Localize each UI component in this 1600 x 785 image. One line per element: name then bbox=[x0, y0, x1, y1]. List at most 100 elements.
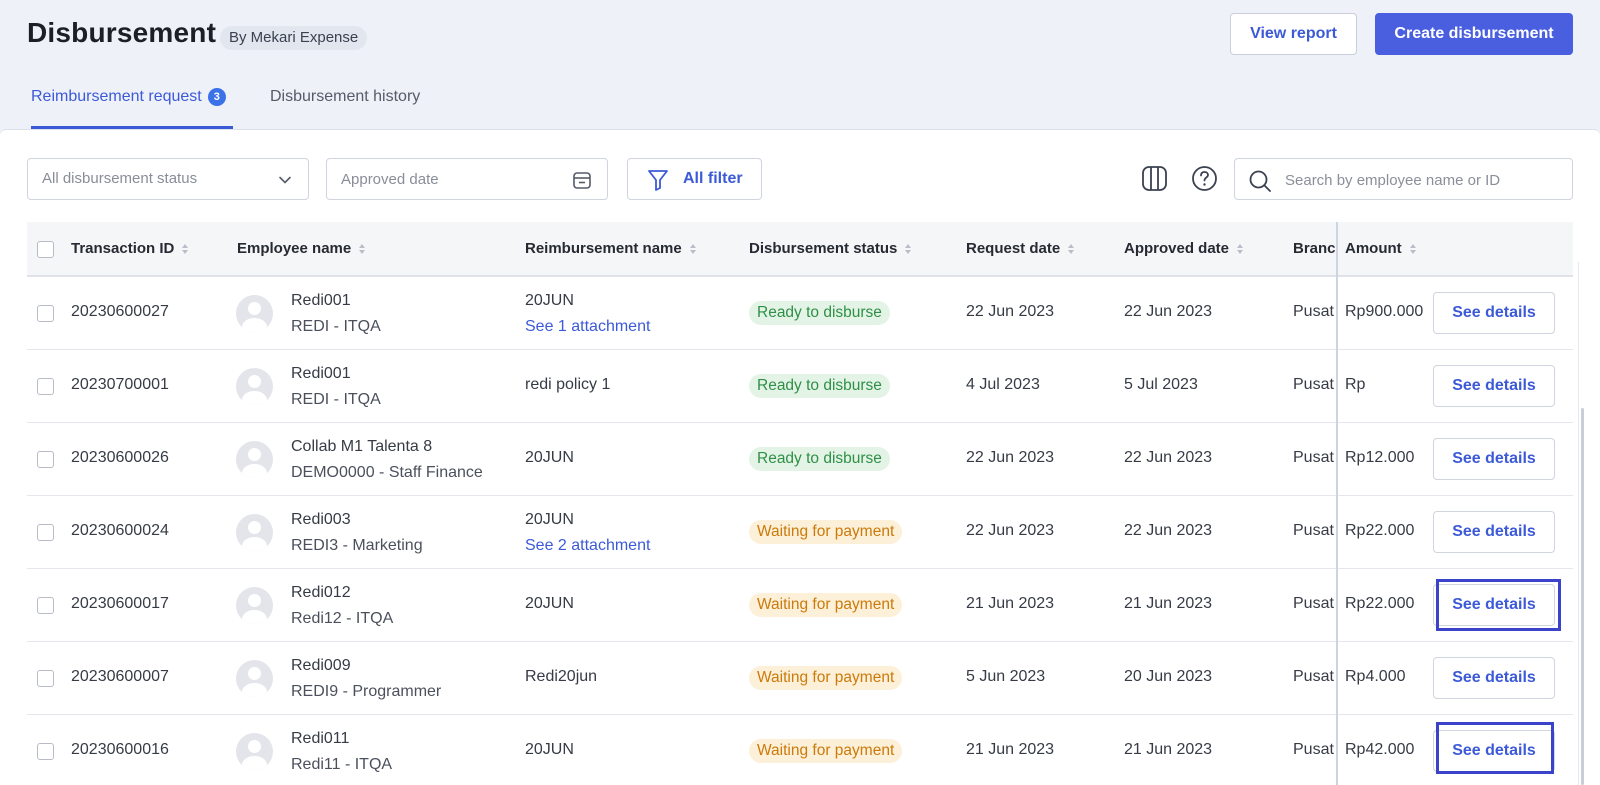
request-date: 5 Jun 2023 bbox=[966, 668, 1046, 685]
table-row[interactable]: 20230600024 Redi003 REDI3 - Marketing 20… bbox=[27, 496, 1573, 569]
calendar-icon bbox=[573, 172, 591, 189]
column-header-label: Approved date bbox=[1124, 240, 1230, 257]
branch: Pusat bbox=[1293, 449, 1334, 466]
transaction-id: 20230600027 bbox=[71, 303, 169, 320]
see-details-button[interactable]: See details bbox=[1433, 365, 1555, 407]
table-row[interactable]: 20230600007 Redi009 REDI9 - Programmer R… bbox=[27, 642, 1573, 715]
employee-department: Redi12 - ITQA bbox=[291, 610, 394, 627]
search-input[interactable] bbox=[1285, 169, 1565, 191]
by-mekari-chip: By Mekari Expense bbox=[220, 26, 368, 50]
avatar-icon bbox=[236, 587, 273, 624]
column-header-request-date[interactable]: Request date bbox=[966, 240, 1075, 257]
status-badge: Waiting for payment bbox=[749, 666, 903, 690]
branch: Pusat bbox=[1293, 303, 1334, 320]
table-row[interactable]: 20230600016 Redi011 Redi11 - ITQA 20JUN … bbox=[27, 715, 1573, 785]
avatar-icon bbox=[236, 441, 273, 478]
column-header-label: Disbursement status bbox=[749, 240, 898, 257]
tab-count-badge: 3 bbox=[207, 88, 226, 106]
column-header-employee-name[interactable]: Employee name bbox=[237, 240, 366, 257]
row-checkbox[interactable] bbox=[37, 670, 54, 687]
amount: Rp900.000 bbox=[1345, 303, 1424, 320]
branch: Pusat bbox=[1293, 668, 1334, 685]
all-filter-label: All filter bbox=[683, 170, 743, 187]
column-header-amount[interactable]: Amount bbox=[1345, 240, 1416, 257]
row-checkbox[interactable] bbox=[37, 378, 54, 395]
view-report-button[interactable]: View report bbox=[1230, 13, 1357, 55]
column-header-label: Transaction ID bbox=[71, 240, 175, 257]
amount: Rp4.000 bbox=[1345, 668, 1406, 685]
sort-icon bbox=[1237, 244, 1244, 255]
status-badge: Ready to disburse bbox=[749, 447, 890, 471]
see-details-button[interactable]: See details bbox=[1433, 584, 1555, 626]
sort-icon bbox=[1068, 244, 1075, 255]
column-header-transaction-id[interactable]: Transaction ID bbox=[71, 240, 189, 257]
table-row[interactable]: 20230600017 Redi012 Redi12 - ITQA 20JUN … bbox=[27, 569, 1573, 642]
column-header-label: Request date bbox=[966, 240, 1061, 257]
status-select-placeholder: All disbursement status bbox=[42, 170, 198, 187]
approved-date: 21 Jun 2023 bbox=[1124, 595, 1213, 612]
approved-date: 22 Jun 2023 bbox=[1124, 449, 1213, 466]
column-header-label: Amount bbox=[1345, 240, 1402, 257]
request-date: 22 Jun 2023 bbox=[966, 522, 1055, 539]
row-checkbox[interactable] bbox=[37, 743, 54, 760]
columns-icon[interactable] bbox=[1141, 165, 1168, 192]
help-icon[interactable] bbox=[1191, 165, 1218, 192]
attachment-link[interactable]: See 2 attachment bbox=[525, 537, 651, 554]
approved-date-picker[interactable]: Approved date bbox=[326, 158, 608, 200]
amount: Rp bbox=[1345, 376, 1366, 393]
employee-name: Redi001 bbox=[291, 365, 351, 382]
sort-icon bbox=[182, 244, 189, 255]
avatar-icon bbox=[236, 733, 273, 770]
table-row[interactable]: 20230600026 Collab M1 Talenta 8 DEMO0000… bbox=[27, 423, 1573, 496]
transaction-id: 20230700001 bbox=[71, 376, 169, 393]
vertical-scrollbar[interactable] bbox=[1581, 408, 1584, 785]
see-details-button[interactable]: See details bbox=[1433, 511, 1555, 553]
branch: Pusat bbox=[1293, 522, 1334, 539]
status-badge: Ready to disburse bbox=[749, 301, 890, 325]
row-checkbox[interactable] bbox=[37, 305, 54, 322]
sort-icon bbox=[905, 244, 912, 255]
employee-name: Redi012 bbox=[291, 584, 351, 601]
search-box[interactable] bbox=[1234, 158, 1573, 200]
row-checkbox[interactable] bbox=[37, 451, 54, 468]
disbursement-status-select[interactable]: All disbursement status bbox=[27, 158, 309, 200]
transaction-id: 20230600016 bbox=[71, 741, 169, 758]
amount: Rp42.000 bbox=[1345, 741, 1415, 758]
column-header-disbursement-status[interactable]: Disbursement status bbox=[749, 240, 912, 257]
row-checkbox[interactable] bbox=[37, 597, 54, 614]
avatar-icon bbox=[236, 368, 273, 405]
tab-reimbursement-request[interactable]: Reimbursement request 3 bbox=[31, 88, 226, 106]
transaction-id: 20230600026 bbox=[71, 449, 169, 466]
request-date: 21 Jun 2023 bbox=[966, 595, 1055, 612]
see-details-button[interactable]: See details bbox=[1433, 657, 1555, 699]
avatar-icon bbox=[236, 295, 273, 332]
approved-date: 21 Jun 2023 bbox=[1124, 741, 1213, 758]
table-row[interactable]: 20230700001 Redi001 REDI - ITQA redi pol… bbox=[27, 350, 1573, 423]
create-disbursement-button[interactable]: Create disbursement bbox=[1375, 13, 1573, 55]
column-header-reimbursement-name[interactable]: Reimbursement name bbox=[525, 240, 696, 257]
employee-name: Redi011 bbox=[291, 730, 350, 747]
transaction-id: 20230600017 bbox=[71, 595, 169, 612]
chevron-down-icon bbox=[279, 176, 291, 184]
employee-name: Collab M1 Talenta 8 bbox=[291, 438, 433, 455]
see-details-button[interactable]: See details bbox=[1433, 438, 1555, 480]
employee-department: DEMO0000 - Staff Finance bbox=[291, 464, 483, 481]
row-checkbox[interactable] bbox=[37, 524, 54, 541]
select-all-checkbox[interactable] bbox=[37, 241, 54, 258]
tab-disbursement-history[interactable]: Disbursement history bbox=[270, 88, 421, 105]
employee-name: Redi001 bbox=[291, 292, 351, 309]
see-details-button[interactable]: See details bbox=[1433, 292, 1555, 334]
employee-name: Redi009 bbox=[291, 657, 351, 674]
attachment-link[interactable]: See 1 attachment bbox=[525, 318, 651, 335]
all-filter-button[interactable]: All filter bbox=[627, 158, 762, 200]
table-row[interactable]: 20230600027 Redi001 REDI - ITQA 20JUN Se… bbox=[27, 277, 1573, 350]
approved-date: 20 Jun 2023 bbox=[1124, 668, 1213, 685]
column-header-approved-date[interactable]: Approved date bbox=[1124, 240, 1244, 257]
sort-icon bbox=[359, 244, 366, 255]
reimbursement-name: 20JUN bbox=[525, 511, 574, 528]
column-header-label: Branc bbox=[1293, 240, 1335, 257]
status-badge: Waiting for payment bbox=[749, 739, 903, 763]
reimbursement-name: redi policy 1 bbox=[525, 376, 611, 393]
branch: Pusat bbox=[1293, 595, 1334, 612]
column-header-branch[interactable]: Branc bbox=[1293, 240, 1335, 257]
